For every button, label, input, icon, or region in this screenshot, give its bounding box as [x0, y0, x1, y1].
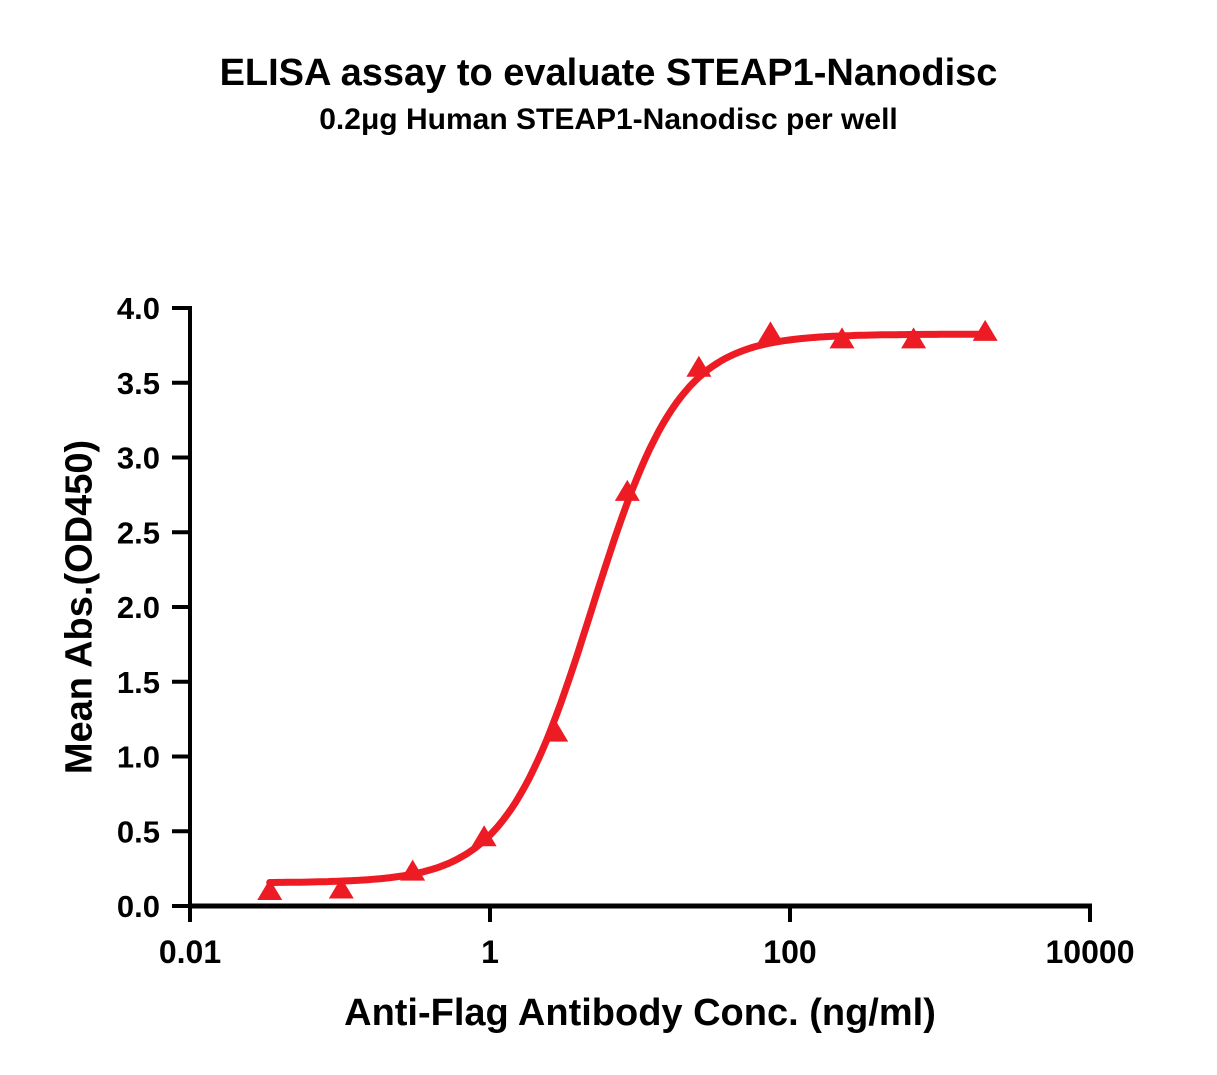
data-point-marker	[614, 479, 640, 501]
y-tick-label: 4.0	[117, 291, 160, 326]
data-point-marker	[686, 355, 712, 377]
data-point-marker	[328, 877, 354, 899]
data-point-marker	[471, 825, 497, 847]
x-tick-label: 0.01	[159, 934, 221, 970]
y-tick-label: 1.0	[117, 740, 160, 775]
x-tick-label: 100	[763, 934, 816, 970]
y-tick-label: 3.0	[117, 441, 160, 476]
data-point-marker	[543, 720, 569, 742]
y-tick-label: 2.0	[117, 590, 160, 625]
data-point-marker	[901, 327, 927, 349]
chart-subtitle: 0.2μg Human STEAP1-Nanodisc per well	[319, 103, 898, 136]
chart-title: ELISA assay to evaluate STEAP1-Nanodisc	[219, 52, 998, 94]
data-point-marker	[757, 321, 783, 343]
x-tick-label: 10000	[1046, 934, 1135, 970]
fit-curve	[266, 330, 989, 886]
y-axis-label: Mean Abs.(OD450)	[58, 439, 101, 775]
x-axis-label: Anti-Flag Antibody Conc. (ng/ml)	[344, 992, 936, 1034]
y-tick-label: 2.5	[117, 515, 160, 550]
data-point-marker	[257, 879, 283, 901]
y-tick-label: 1.5	[117, 665, 160, 700]
y-tick-label: 0.0	[117, 889, 160, 924]
x-tick-label: 1	[481, 934, 499, 970]
data-point-marker	[829, 327, 855, 349]
data-point-marker	[972, 319, 998, 341]
data-point-marker	[400, 859, 426, 881]
y-tick-label: 3.5	[117, 366, 160, 401]
y-tick-label: 0.5	[117, 814, 160, 849]
